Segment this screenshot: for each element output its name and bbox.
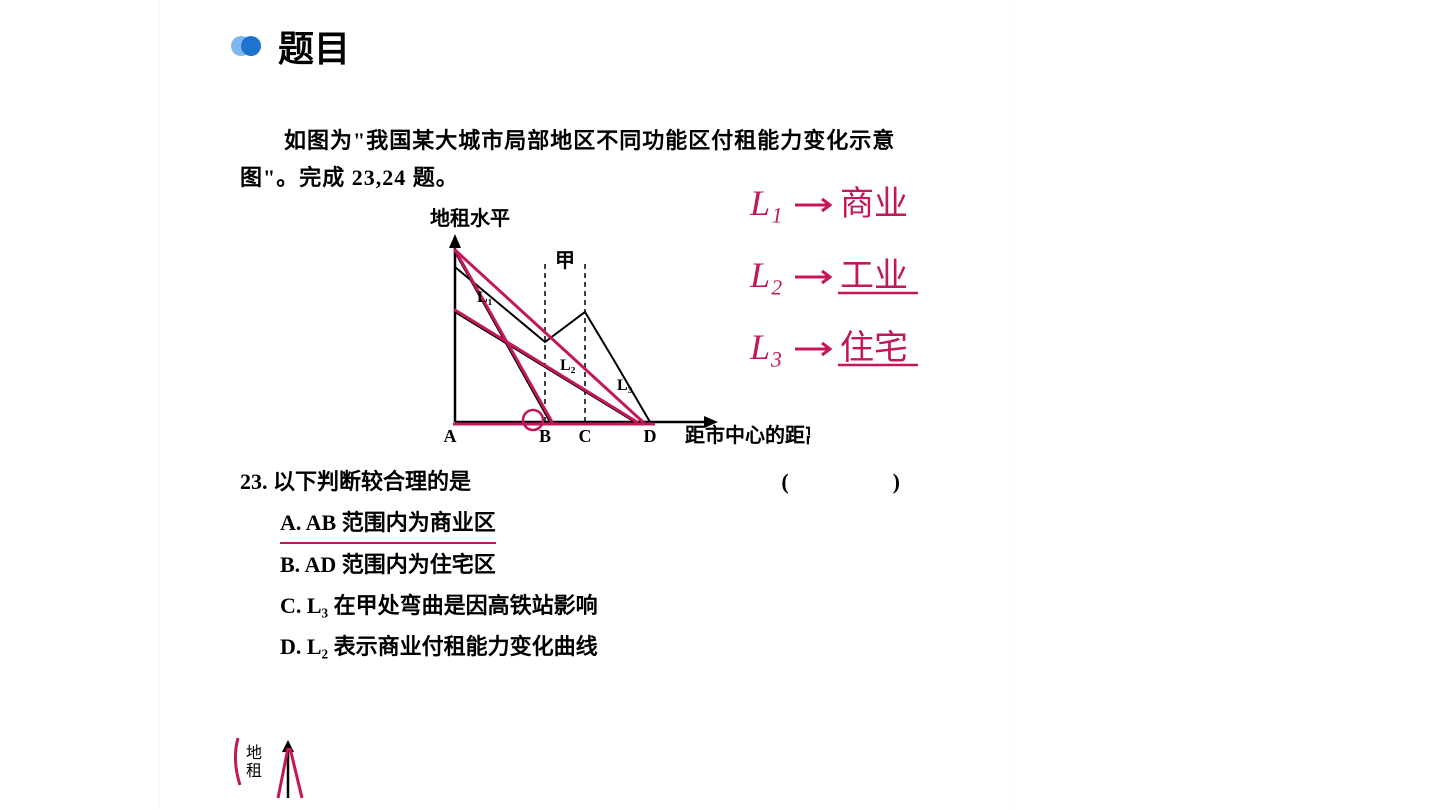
svg-text:租: 租 — [246, 762, 262, 780]
svg-text:L₃: L₃ — [749, 327, 783, 367]
next-page-fragment: 地 租 — [230, 730, 320, 800]
svg-text:C: C — [579, 426, 592, 446]
answer-blank: ( ) — [781, 463, 930, 500]
question-text: 以下判断较合理的是 — [273, 469, 471, 494]
svg-text:L₁: L₁ — [749, 183, 783, 223]
option-c: C. L₃ 在甲处弯曲是因高铁站影响 — [280, 587, 930, 624]
question-stem-row: 23. 以下判断较合理的是 ( ) — [240, 463, 930, 500]
svg-text:商业: 商业 — [840, 185, 908, 223]
section-header: 题目 — [160, 0, 1010, 82]
svg-text:D: D — [644, 426, 657, 446]
svg-text:距市中心的距离: 距市中心的距离 — [685, 423, 810, 447]
y-axis-label: 地租水平 — [430, 207, 510, 230]
section-title: 题目 — [278, 20, 350, 72]
svg-text:L₃: L₃ — [617, 377, 633, 394]
svg-text:L₂: L₂ — [560, 357, 576, 374]
svg-text:A: A — [444, 426, 457, 446]
option-a: A. AB 范围内为商业区 — [280, 504, 930, 541]
svg-text:L₂: L₂ — [749, 255, 783, 295]
svg-text:B: B — [539, 426, 551, 446]
svg-text:工业: 工业 — [840, 258, 908, 295]
svg-text:甲: 甲 — [555, 250, 575, 272]
bullet-icon — [230, 35, 264, 57]
handwritten-annotations: L₁ 商业 L₂ 工业 L₃ 住宅 — [740, 175, 1000, 425]
svg-text:地: 地 — [246, 744, 262, 762]
question-number: 23. — [240, 469, 268, 494]
options-list: A. AB 范围内为商业区 B. AD 范围内为住宅区 C. L₃ 在甲处弯曲是… — [240, 504, 930, 666]
option-b: B. AD 范围内为住宅区 — [280, 546, 930, 583]
svg-text:住宅: 住宅 — [840, 329, 908, 367]
option-d: D. L₂ 表示商业付租能力变化曲线 — [280, 628, 930, 665]
question-stem: 23. 以下判断较合理的是 — [240, 463, 471, 500]
svg-text:L₁: L₁ — [477, 289, 493, 306]
option-a-underline — [280, 542, 496, 544]
